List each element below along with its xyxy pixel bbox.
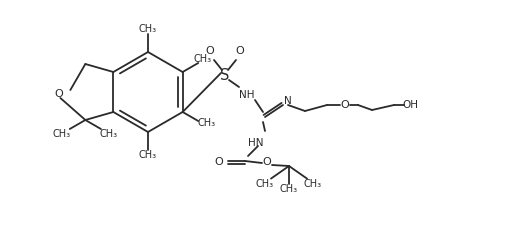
Text: O: O <box>341 100 349 110</box>
Text: CH₃: CH₃ <box>256 178 274 188</box>
Text: CH₃: CH₃ <box>53 129 71 139</box>
Text: NH: NH <box>239 90 254 100</box>
Text: S: S <box>220 68 230 82</box>
Text: N: N <box>284 96 292 106</box>
Text: CH₃: CH₃ <box>139 150 157 160</box>
Text: CH₃: CH₃ <box>197 118 215 128</box>
Text: O: O <box>215 157 223 167</box>
Text: CH₃: CH₃ <box>139 24 157 34</box>
Text: CH₃: CH₃ <box>304 178 322 188</box>
Text: O: O <box>206 46 214 56</box>
Text: HN: HN <box>248 138 264 148</box>
Text: CH₃: CH₃ <box>193 54 211 64</box>
Text: O: O <box>263 157 271 167</box>
Text: CH₃: CH₃ <box>100 129 118 139</box>
Text: OH: OH <box>402 100 418 110</box>
Text: O: O <box>54 89 63 99</box>
Text: CH₃: CH₃ <box>280 184 298 194</box>
Text: O: O <box>236 46 244 56</box>
